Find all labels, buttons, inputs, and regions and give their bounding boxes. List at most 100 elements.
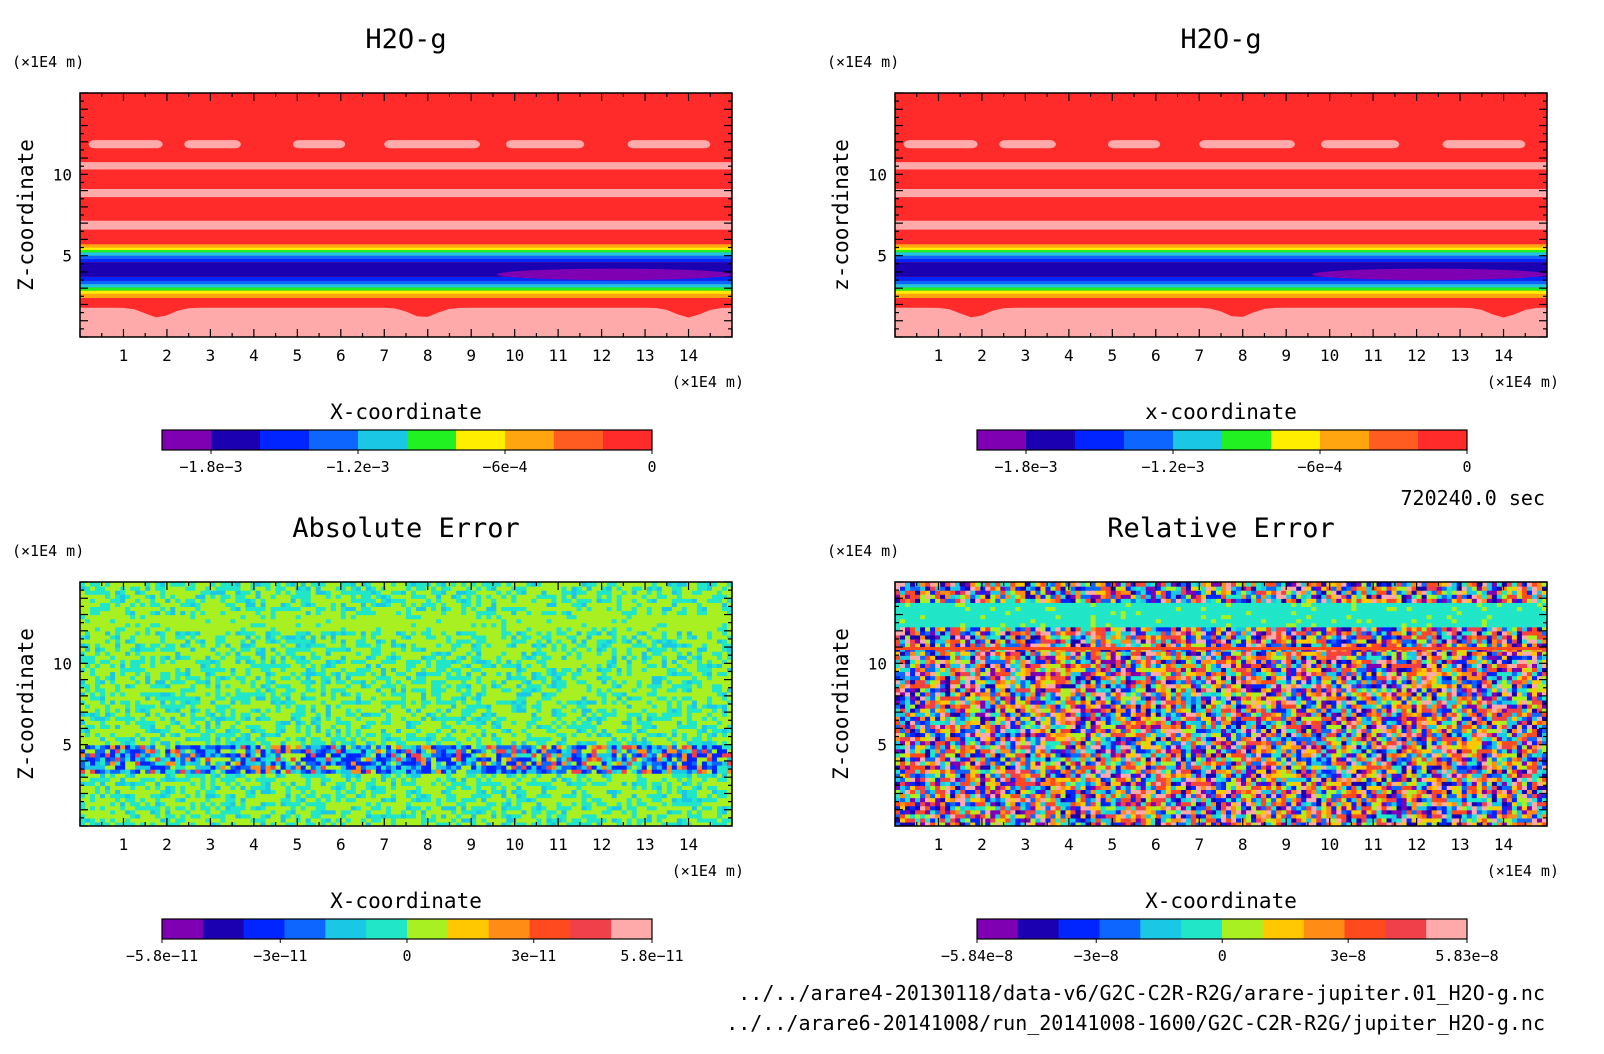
- heatmap-cell: [481, 756, 487, 762]
- heatmap-cell: [245, 736, 252, 742]
- heatmap-cell: [511, 740, 517, 746]
- heatmap-cell: [370, 744, 377, 750]
- heatmap-cell: [456, 687, 462, 693]
- heatmap-cell: [561, 736, 568, 742]
- heatmap-cell: [345, 752, 352, 758]
- heatmap-cell: [606, 773, 613, 778]
- heatmap-cell: [446, 744, 452, 750]
- heatmap-cell: [671, 813, 678, 819]
- heatmap-cell: [115, 777, 121, 782]
- heatmap-cell: [721, 777, 728, 782]
- heatmap-cell: [601, 809, 608, 815]
- heatmap-cell: [225, 712, 232, 717]
- heatmap-cell: [110, 699, 116, 705]
- heatmap-cell: [170, 695, 176, 701]
- heatmap-cell: [461, 691, 467, 697]
- heatmap-cell: [481, 691, 487, 697]
- heatmap-cell: [681, 789, 688, 795]
- field-band-4: [80, 280, 732, 285]
- heatmap-cell: [220, 760, 227, 766]
- heatmap-cell: [596, 712, 603, 717]
- heatmap-cell: [180, 765, 186, 770]
- heatmap-cell: [636, 716, 643, 721]
- heatmap-cell: [501, 687, 507, 693]
- heatmap-cell: [461, 773, 467, 778]
- heatmap-cell: [686, 732, 693, 738]
- heatmap-cell: [275, 797, 282, 803]
- heatmap-cell: [591, 769, 598, 774]
- heatmap-cell: [245, 773, 252, 778]
- heatmap-cell: [265, 732, 272, 738]
- heatmap-cell: [185, 813, 191, 819]
- heatmap-cell: [636, 789, 643, 795]
- heatmap-cell: [496, 736, 502, 742]
- heatmap-cell: [305, 704, 312, 709]
- heatmap-cell: [676, 756, 683, 762]
- heatmap-cell: [601, 801, 608, 807]
- heatmap-cell: [245, 728, 252, 734]
- heatmap-cell: [521, 801, 527, 807]
- heatmap-cell: [150, 805, 156, 811]
- heatmap-cell: [476, 716, 482, 721]
- heatmap-cell: [556, 687, 563, 693]
- heatmap-cell: [676, 740, 683, 746]
- heatmap-cell: [436, 801, 442, 807]
- heatmap-cell: [225, 765, 232, 770]
- heatmap-cell: [115, 769, 121, 774]
- heatmap-cell: [340, 760, 347, 766]
- heatmap-cell: [686, 740, 693, 746]
- heatmap-cell: [370, 748, 377, 754]
- heatmap-cell: [110, 720, 116, 725]
- heatmap-cell: [235, 687, 242, 693]
- heatmap-cell: [295, 699, 302, 705]
- heatmap-cell: [150, 691, 156, 697]
- heatmap-cell: [195, 773, 201, 778]
- heatmap-cell: [155, 777, 161, 782]
- heatmap-cell: [260, 708, 267, 713]
- heatmap-cell: [421, 781, 427, 786]
- heatmap-cell: [190, 821, 196, 826]
- heatmap-cell: [80, 740, 86, 746]
- heatmap-cell: [611, 683, 618, 689]
- heatmap-cell: [466, 769, 472, 774]
- heatmap-cell: [355, 793, 362, 799]
- heatmap-cell: [110, 728, 116, 734]
- heatmap-cell: [636, 805, 643, 811]
- heatmap-cell: [521, 740, 527, 746]
- heatmap-cell: [581, 708, 588, 713]
- heatmap-cell: [466, 748, 472, 754]
- heatmap-cell: [686, 691, 693, 697]
- heatmap-cell: [496, 740, 502, 746]
- heatmap-cell: [220, 687, 227, 693]
- heatmap-cell: [541, 785, 548, 790]
- heatmap-cell: [676, 760, 683, 766]
- heatmap-cell: [581, 781, 588, 786]
- heatmap-cell: [501, 716, 507, 721]
- heatmap-cell: [501, 797, 507, 803]
- heatmap-cell: [526, 716, 532, 721]
- heatmap-cell: [636, 773, 643, 778]
- heatmap-cell: [115, 704, 121, 709]
- heatmap-cell: [285, 801, 292, 807]
- heatmap-cell: [325, 704, 332, 709]
- heatmap-cell: [370, 801, 377, 807]
- heatmap-cell: [666, 797, 673, 803]
- heatmap-cell: [260, 801, 267, 807]
- heatmap-cell: [100, 732, 106, 738]
- heatmap-cell: [576, 683, 583, 689]
- heatmap-cell: [576, 687, 583, 693]
- field-band-7: [895, 258, 1547, 263]
- field-top-stripe-0: [903, 140, 978, 149]
- heatmap-cell: [185, 765, 191, 770]
- heatmap-cell: [621, 683, 628, 689]
- heatmap-cell: [586, 748, 593, 754]
- heatmap-cell: [571, 809, 578, 815]
- heatmap-cell: [511, 785, 517, 790]
- heatmap-cell: [200, 708, 206, 713]
- heatmap-cell: [561, 805, 568, 811]
- heatmap-cell: [551, 760, 558, 766]
- heatmap-cell: [536, 691, 543, 697]
- heatmap-cell: [205, 777, 211, 782]
- heatmap-cell: [270, 732, 277, 738]
- heatmap-cell: [175, 809, 181, 815]
